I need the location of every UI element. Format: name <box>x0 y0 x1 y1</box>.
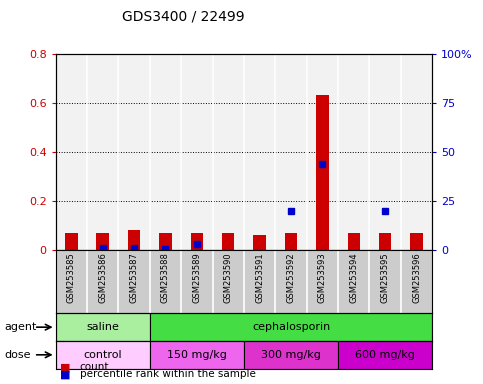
Text: agent: agent <box>5 322 37 332</box>
Bar <box>159 233 172 250</box>
Bar <box>285 233 298 250</box>
Bar <box>379 233 391 250</box>
Bar <box>253 235 266 250</box>
Bar <box>118 54 150 250</box>
Text: 600 mg/kg: 600 mg/kg <box>355 350 415 360</box>
Bar <box>65 233 78 250</box>
Text: GSM253596: GSM253596 <box>412 252 421 303</box>
Bar <box>338 54 369 250</box>
Text: GSM253590: GSM253590 <box>224 252 233 303</box>
Bar <box>56 54 87 250</box>
Text: GSM253588: GSM253588 <box>161 252 170 303</box>
Text: control: control <box>84 350 122 360</box>
Text: GSM253586: GSM253586 <box>98 252 107 303</box>
Bar <box>222 233 235 250</box>
Text: cephalosporin: cephalosporin <box>252 322 330 332</box>
Text: GSM253591: GSM253591 <box>255 252 264 303</box>
Bar <box>369 54 401 250</box>
Text: GSM253585: GSM253585 <box>67 252 76 303</box>
Text: GSM253593: GSM253593 <box>318 252 327 303</box>
Text: dose: dose <box>5 350 31 360</box>
Bar <box>411 233 423 250</box>
Text: 300 mg/kg: 300 mg/kg <box>261 350 321 360</box>
Bar <box>181 54 213 250</box>
Text: GSM253587: GSM253587 <box>129 252 139 303</box>
Bar <box>401 54 432 250</box>
Text: GSM253589: GSM253589 <box>192 252 201 303</box>
Bar <box>150 313 432 341</box>
Text: GSM253594: GSM253594 <box>349 252 358 303</box>
Bar <box>213 54 244 250</box>
Text: count: count <box>80 362 109 372</box>
Text: GDS3400 / 22499: GDS3400 / 22499 <box>122 10 245 23</box>
Bar <box>338 341 432 369</box>
Bar <box>87 54 118 250</box>
Text: percentile rank within the sample: percentile rank within the sample <box>80 369 256 379</box>
Text: ■: ■ <box>60 362 71 372</box>
Bar <box>150 54 181 250</box>
Bar <box>244 341 338 369</box>
Bar <box>348 233 360 250</box>
Text: ■: ■ <box>60 369 71 379</box>
Bar <box>275 54 307 250</box>
Text: saline: saline <box>86 322 119 332</box>
Bar <box>316 96 329 250</box>
Text: GSM253595: GSM253595 <box>381 252 390 303</box>
Text: GSM253592: GSM253592 <box>286 252 296 303</box>
Bar <box>244 54 275 250</box>
Bar <box>56 313 150 341</box>
Text: 150 mg/kg: 150 mg/kg <box>167 350 227 360</box>
Bar <box>56 341 150 369</box>
Bar <box>307 54 338 250</box>
Bar <box>97 233 109 250</box>
Bar <box>150 341 244 369</box>
Bar <box>128 230 141 250</box>
Bar <box>190 233 203 250</box>
